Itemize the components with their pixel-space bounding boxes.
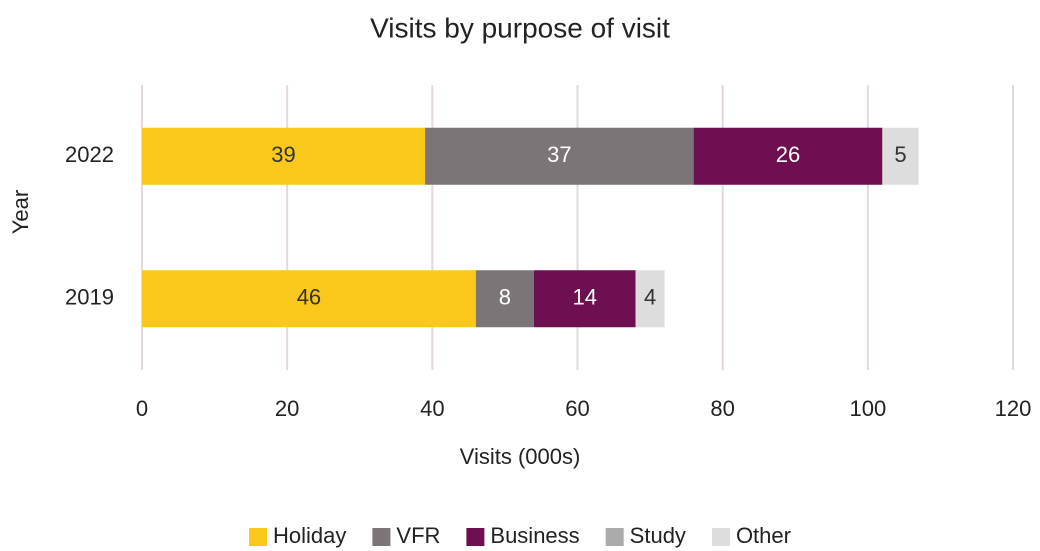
data-label: 8 (499, 285, 511, 310)
bar-segment (475, 270, 534, 328)
legend-swatch (249, 528, 268, 546)
legend-swatch (372, 528, 391, 546)
legend-label: Business (490, 523, 579, 548)
data-label: 39 (271, 142, 295, 167)
bar-segment (635, 270, 665, 328)
legend-swatch (466, 528, 485, 546)
data-label: 26 (776, 142, 800, 167)
bar-segment (693, 127, 883, 185)
legend-label: VFR (396, 523, 440, 548)
y-axis-title: Year (8, 190, 33, 234)
bar-segment (142, 270, 476, 328)
data-label: 4 (644, 285, 656, 310)
bar-segment (425, 127, 694, 185)
x-tick-label: 80 (710, 396, 734, 421)
x-tick-label: 60 (565, 396, 589, 421)
legend-swatch (605, 528, 624, 546)
x-tick-label: 100 (849, 396, 886, 421)
bar-segment (533, 270, 636, 328)
legend-swatch (711, 528, 730, 546)
data-label: 5 (894, 142, 906, 167)
x-tick-label: 0 (136, 396, 148, 421)
x-tick-label: 40 (420, 396, 444, 421)
legend-label: Holiday (273, 523, 346, 548)
legend-label: Other (736, 523, 791, 548)
y-tick-label: 2022 (65, 142, 114, 167)
x-axis-title: Visits (000s) (460, 444, 581, 469)
x-tick-label: 120 (995, 396, 1032, 421)
bar-segment (142, 127, 426, 185)
data-label: 37 (547, 142, 571, 167)
y-tick-label: 2019 (65, 285, 114, 310)
legend-label: Study (630, 523, 686, 548)
data-label: 46 (297, 285, 321, 310)
bar-segment (882, 127, 919, 185)
data-label: 14 (573, 285, 597, 310)
x-tick-label: 20 (275, 396, 299, 421)
chart-title: Visits by purpose of visit (370, 12, 670, 43)
